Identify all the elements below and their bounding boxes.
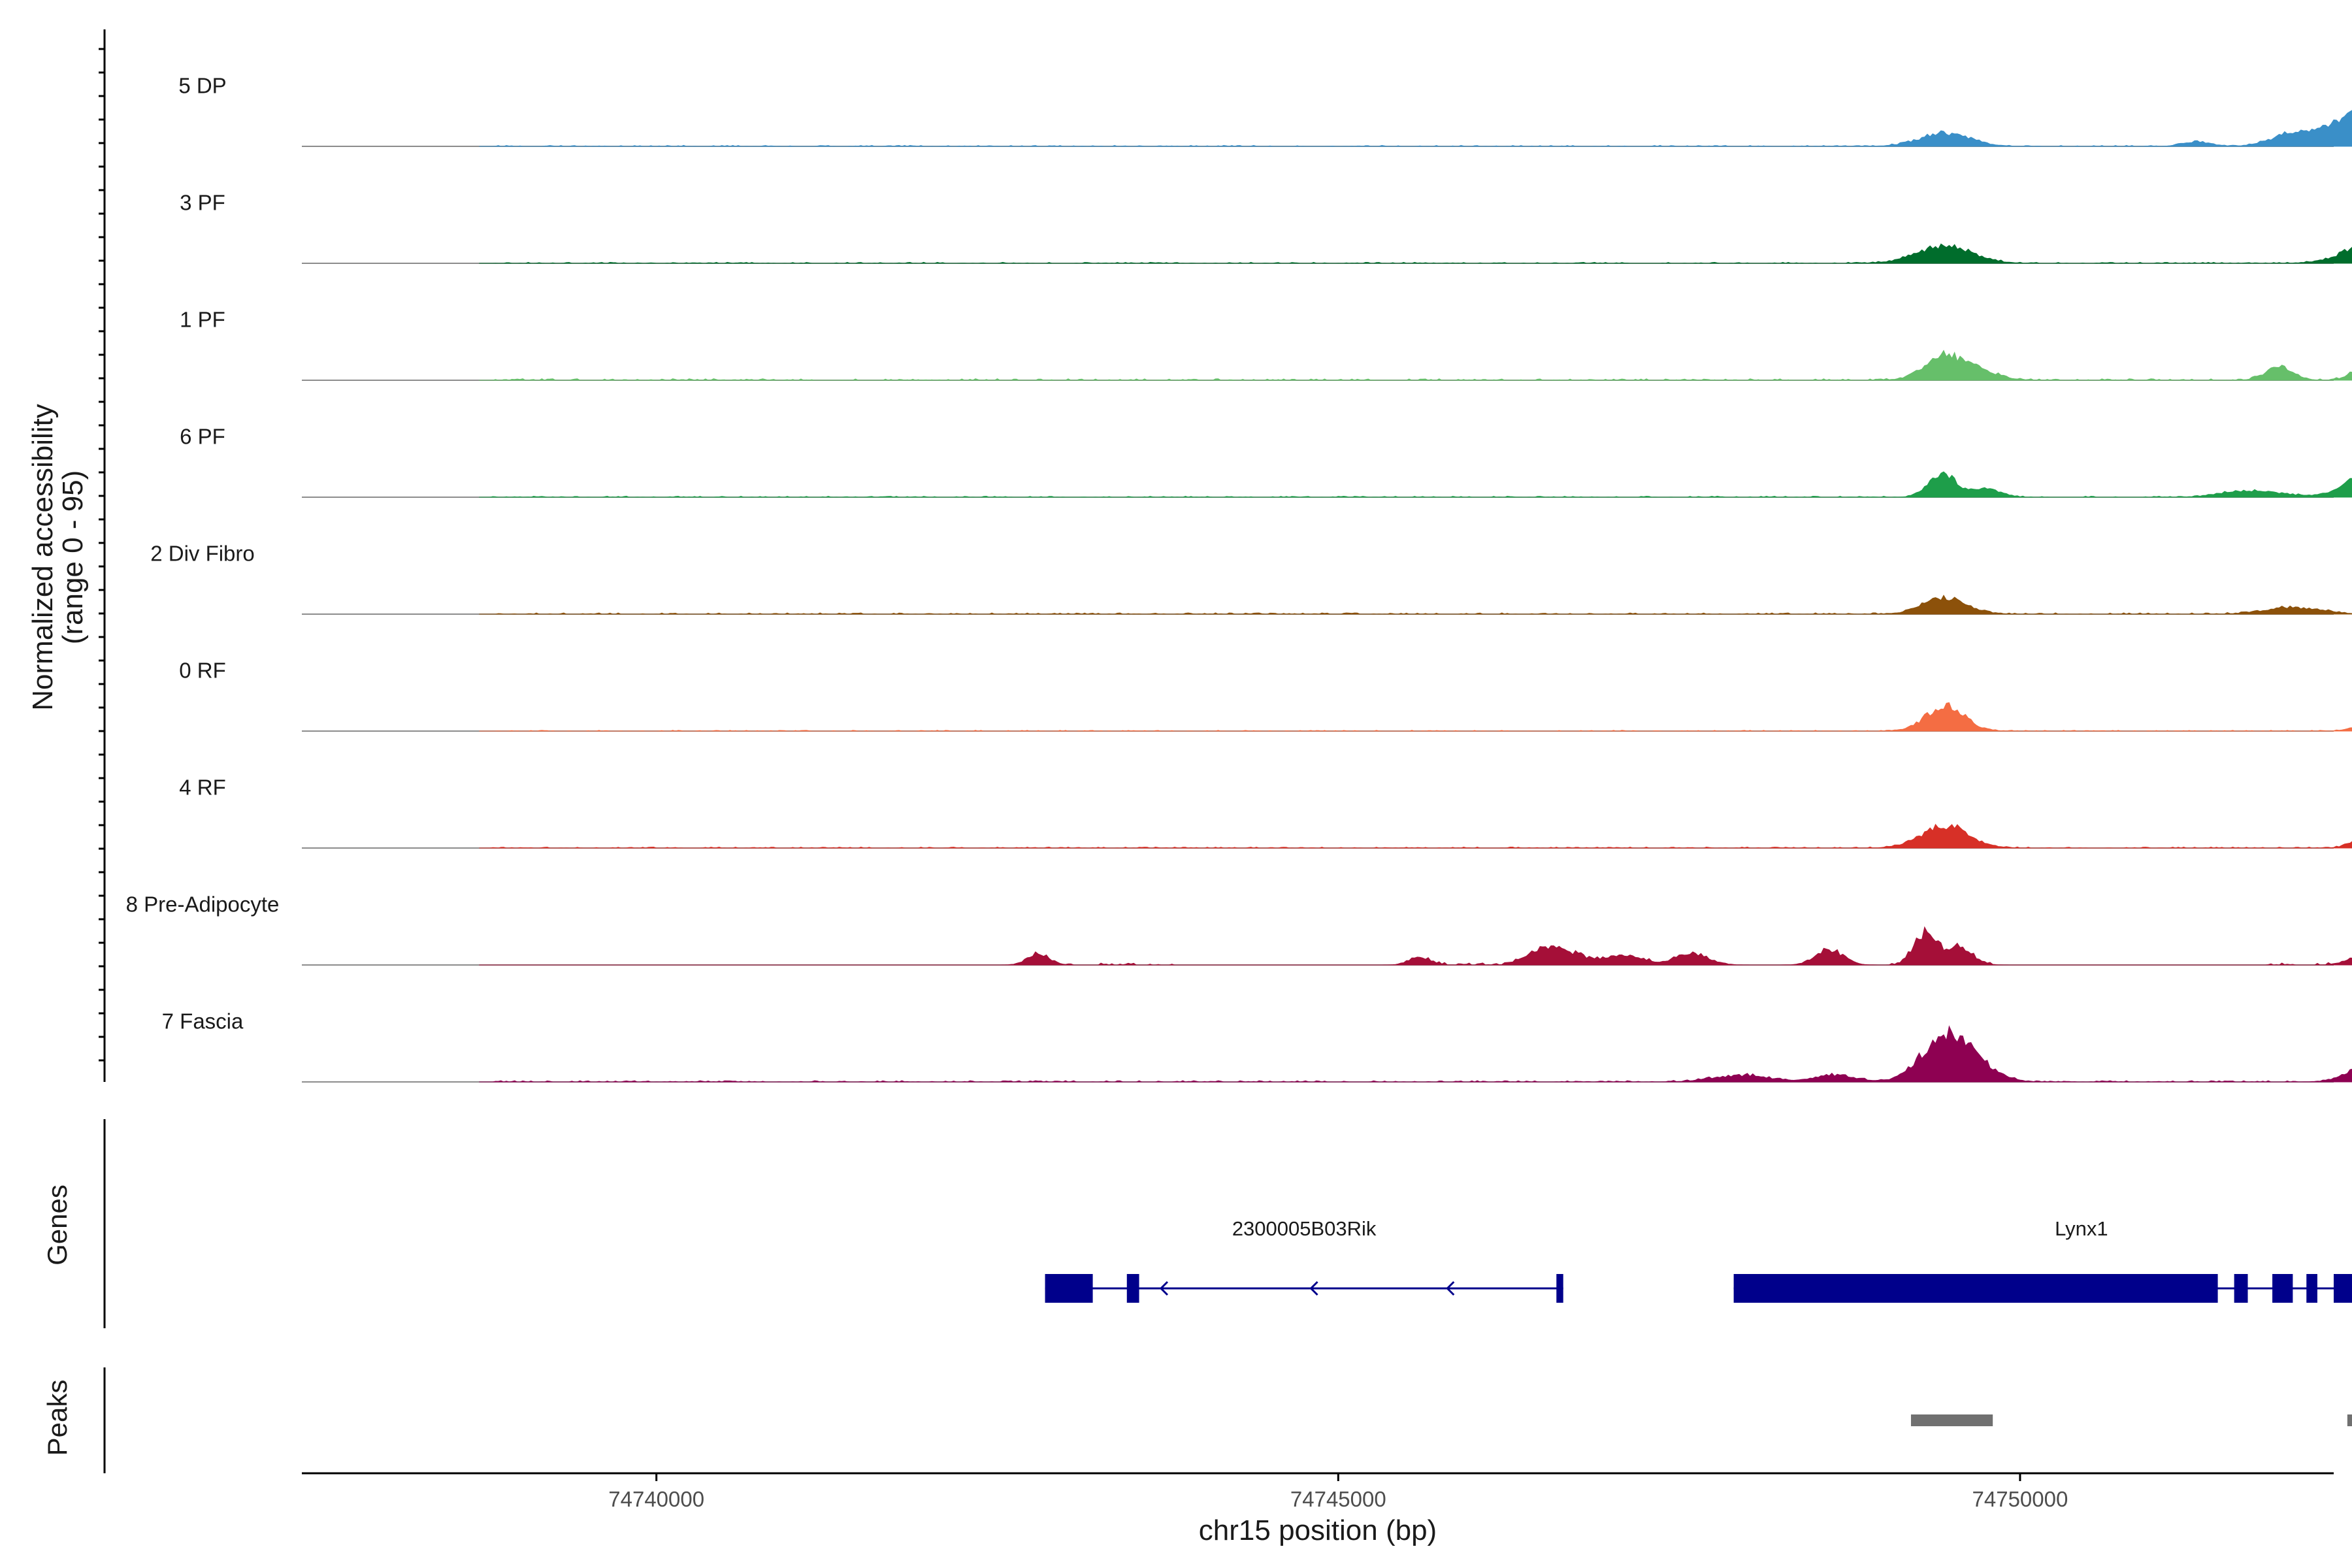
gene-exon — [2234, 1274, 2248, 1303]
strand-arrow — [1446, 1281, 1455, 1296]
track-6-pf: 6 PF — [180, 425, 2352, 498]
coverage-area — [479, 595, 2352, 615]
gene-exon — [1126, 1274, 1139, 1303]
track-0-rf: 0 RF — [179, 659, 2352, 732]
coverage-area — [479, 243, 2352, 264]
track-3-pf: 3 PF — [180, 191, 2352, 264]
strand-arrow — [1159, 1281, 1169, 1296]
coverage-area — [479, 702, 2352, 732]
track-label: 6 PF — [180, 425, 225, 449]
coverage-area — [479, 823, 2352, 849]
left-axis — [99, 29, 106, 1082]
gene-name-label: 2300005B03Rik — [1232, 1217, 1377, 1240]
coverage-area — [479, 1025, 2352, 1083]
x-axis: 74740000 74745000 74750000 — [302, 1472, 2334, 1511]
coverage-tracks: 5 DP 3 PF 1 PF 6 PF 2 Div Fibro 0 RF 4 RF 8 Pre… — [126, 74, 2352, 1083]
y-axis-title: Normalized accessibility — [27, 404, 59, 710]
peak-region — [1910, 1414, 1993, 1426]
track-label: 5 DP — [178, 74, 226, 98]
track-5-dp: 5 DP — [178, 74, 2352, 147]
coverage-area — [479, 926, 2352, 966]
x-tick-label: 74750000 — [1972, 1487, 2068, 1511]
track-4-rf: 4 RF — [179, 776, 2352, 849]
y-axis-subtitle: (range 0 - 95) — [57, 470, 89, 645]
peak-region — [2347, 1414, 2352, 1426]
genes-panel-title: Genes — [42, 1184, 73, 1266]
track-label: 3 PF — [180, 191, 225, 215]
track-label: 1 PF — [180, 308, 225, 332]
x-axis-title: chr15 position (bp) — [1199, 1514, 1437, 1546]
peaks-panel-title: Peaks — [42, 1380, 73, 1456]
coverage-area — [479, 471, 2352, 498]
track-label: 4 RF — [179, 776, 226, 800]
gene-exon — [1045, 1274, 1093, 1303]
track-label: 7 Fascia — [162, 1009, 244, 1034]
genes-panel: 2300005B03Rik Lynx1 — [103, 1119, 2352, 1328]
gene-exon — [2306, 1274, 2317, 1303]
strand-arrow — [1309, 1281, 1318, 1296]
track-label: 2 Div Fibro — [150, 542, 255, 566]
track-1-pf: 1 PF — [180, 308, 2352, 381]
gene-exon — [1556, 1274, 1563, 1303]
gene-name-label: Lynx1 — [2055, 1217, 2108, 1240]
track-8-pre-adipocyte: 8 Pre-Adipocyte — [126, 892, 2352, 966]
gene-model: Lynx1 — [1733, 1217, 2352, 1303]
coverage-area — [479, 350, 2352, 381]
track-2-div-fibro: 2 Div Fibro — [150, 542, 2352, 615]
x-tick-label: 74740000 — [608, 1487, 704, 1511]
gene-exon — [2272, 1274, 2293, 1303]
gene-exon — [2334, 1274, 2352, 1303]
track-label: 0 RF — [179, 659, 226, 683]
coverage-area — [479, 110, 2352, 147]
x-tick-label: 74745000 — [1290, 1487, 1386, 1511]
peaks-panel — [103, 1367, 2352, 1473]
track-7-fascia: 7 Fascia — [162, 1009, 2352, 1083]
gene-exon — [1733, 1274, 2218, 1303]
gene-model: 2300005B03Rik — [1045, 1217, 1563, 1303]
track-label: 8 Pre-Adipocyte — [126, 892, 280, 917]
